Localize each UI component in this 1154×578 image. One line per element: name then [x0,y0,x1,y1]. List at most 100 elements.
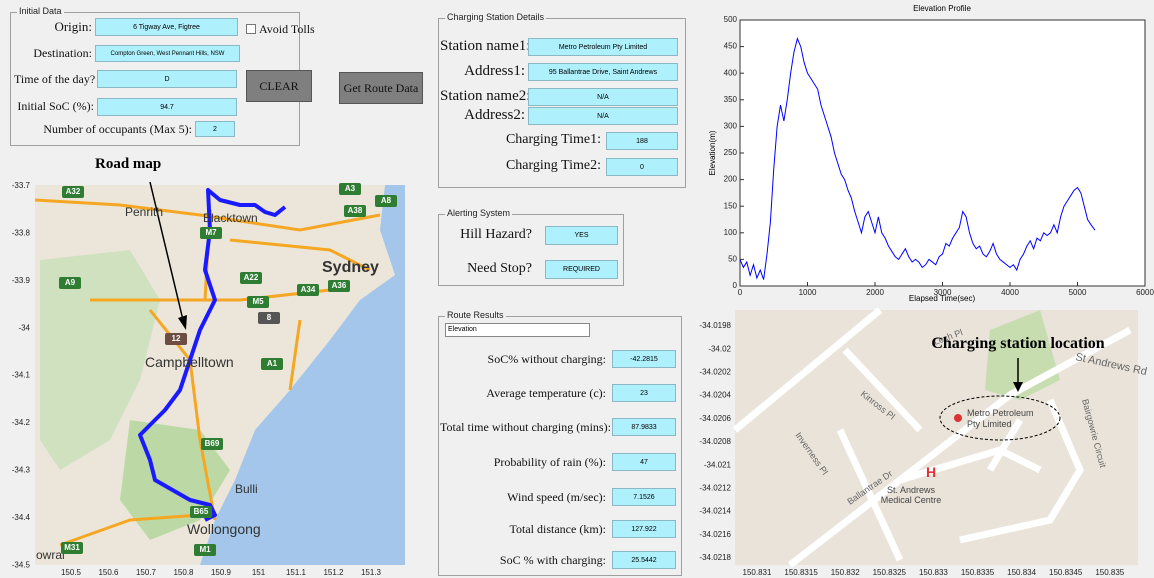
station-label: Metro Petroleum [967,408,1034,418]
field-value[interactable]: REQUIRED [545,260,618,279]
field-label: Need Stop? [440,260,532,278]
map-x-tick: 151.2 [323,568,344,577]
clear-button[interactable]: CLEAR [246,70,312,102]
field-value[interactable]: 23 [612,384,676,402]
dropdown[interactable]: Elevation [445,323,590,337]
map-x-tick: 150.8 [173,568,194,577]
field-label: Charging Time2: [440,157,601,175]
origin-input[interactable]: 6 Tigway Ave, Figtree [95,18,238,36]
y-tick-label: 300 [724,122,738,131]
field-label: Probability of rain (%): [440,453,606,471]
field-label: Hill Hazard? [440,226,532,244]
road-shield-label: B65 [194,507,209,516]
y-tick-label: 50 [728,255,737,264]
field-label: Average temperature (c): [440,384,606,402]
map-y-tick: -34.0202 [699,368,731,377]
map-x-tick: 150.5 [61,568,82,577]
road-shield-label: A34 [301,285,316,294]
checkbox[interactable] [246,24,256,34]
map-x-tick: 151 [252,568,266,577]
map-y-tick: -34.0214 [699,507,731,516]
field-value[interactable]: Metro Petroleum Pty Limited [528,38,678,56]
field-value[interactable]: -42.2815 [612,350,676,368]
map-y-tick: -34.5 [12,560,31,569]
panel-title: Alerting System [445,208,512,218]
chart-title: Elevation Profile [913,4,971,13]
panel-title: Route Results [445,310,506,320]
road-shield-label: M5 [252,297,264,306]
map-x-tick: 150.833 [919,568,948,577]
field-label: Total time without charging (mins): [440,418,606,436]
soc-input[interactable]: 94.7 [97,98,237,116]
field-value[interactable]: 95 Ballantrae Drive, Saint Andrews [528,63,678,81]
field-value[interactable]: 87.9833 [612,418,676,436]
y-tick-label: 150 [724,201,738,210]
map-x-tick: 150.9 [211,568,232,577]
field-value[interactable]: N/A [528,107,678,125]
map-y-tick: -34 [18,323,30,332]
map-y-tick: -34.02 [708,344,731,353]
field-value[interactable]: N/A [528,88,678,106]
field-label: SoC % with charging: [440,551,606,569]
map-x-tick: 150.831 [743,568,772,577]
get-route-button[interactable]: Get Route Data [339,72,423,104]
field-value[interactable]: 0 [606,158,678,176]
plot-area [740,20,1145,286]
occupants-input[interactable]: 2 [195,121,235,137]
x-tick-label: 2000 [866,288,884,297]
map-x-tick: 150.8345 [1049,568,1083,577]
road-shield-label: B69 [205,439,220,448]
map-y-tick: -34.0198 [699,321,731,330]
map-y-tick: -34.4 [12,513,31,522]
checkbox-label: Avoid Tolls [259,20,315,38]
map-caption: Charging station location [931,335,1104,352]
x-tick-label: 1000 [799,288,817,297]
place-label: Sydney [322,259,379,276]
field-label: Charging Time1: [440,131,601,149]
road-shield-label: A36 [332,281,347,290]
field-label: Wind speed (m/sec): [440,488,606,506]
map-y-tick: -34.0216 [699,530,731,539]
x-tick-label: 6000 [1136,288,1154,297]
station-label: Pty Limited [967,419,1012,429]
map-y-tick: -34.0204 [699,391,731,400]
medical-label: Medical Centre [881,495,942,505]
station-pin [954,414,962,422]
road-shield-label: A9 [65,278,76,287]
x-tick-label: 4000 [1001,288,1019,297]
y-tick-label: 450 [724,42,738,51]
destination-input[interactable]: Compton Green, West Pennant Hills, NSW [95,45,240,62]
field-value[interactable]: 47 [612,453,676,471]
field-value[interactable]: YES [545,226,618,245]
road-shield-label: A1 [267,359,278,368]
map-y-tick: -34.1 [12,371,31,380]
field-value[interactable]: 127.922 [612,520,676,538]
map-x-tick: 150.8315 [784,568,818,577]
place-label: Campbelltown [145,354,234,370]
road-shield-label: A8 [381,196,392,205]
field-label: Number of occupants (Max 5): [14,120,192,138]
map-y-tick: -33.9 [12,276,31,285]
page: EV Route Planner { "initial_data": {"tit… [0,0,1154,578]
field-value[interactable]: 188 [606,132,678,150]
map-y-tick: -34.3 [12,466,31,475]
x-tick-label: 3000 [934,288,952,297]
map-x-tick: 151.3 [361,568,382,577]
field-label: Total distance (km): [440,520,606,538]
map-x-tick: 150.8335 [961,568,995,577]
panel-title: Initial Data [17,6,64,16]
field-label: Address1: [440,62,525,80]
time-input[interactable]: D [97,70,237,88]
place-label: Blacktown [203,211,258,225]
road-shield-label: A3 [345,184,356,193]
road-shield-label: A38 [348,206,363,215]
x-tick-label: 5000 [1069,288,1087,297]
place-label: Penrith [125,205,163,219]
road-shield-label: 8 [267,313,272,322]
field-value[interactable]: 7.1526 [612,488,676,506]
field-label: Station name1: [440,37,525,55]
field-label: Time of the day? (D/N): [14,70,94,88]
field-value[interactable]: 25.5442 [612,551,676,569]
road-shield-label: 12 [172,334,181,343]
road-shield-label: M7 [205,228,217,237]
